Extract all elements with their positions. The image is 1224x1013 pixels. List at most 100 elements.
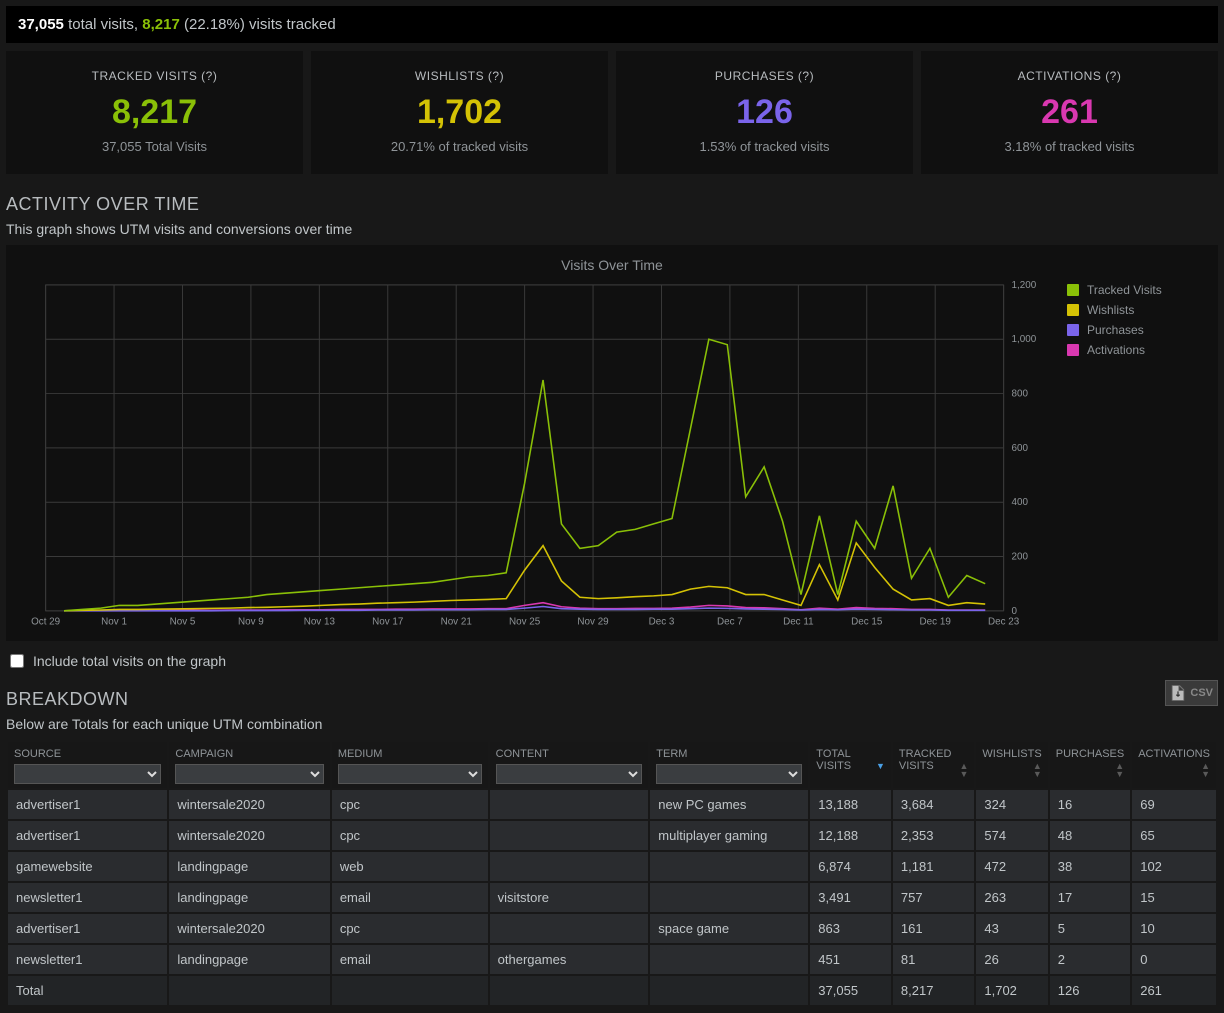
cell: 3,491 [810, 883, 891, 912]
table-row[interactable]: newsletter1landingpageemailvisitstore3,4… [8, 883, 1216, 912]
cell [490, 914, 649, 943]
table-header[interactable]: CAMPAIGN [169, 742, 329, 788]
cell: 15 [1132, 883, 1216, 912]
cell: 16 [1050, 790, 1130, 819]
cell: 48 [1050, 821, 1130, 850]
column-filter[interactable] [14, 764, 161, 784]
cell: 38 [1050, 852, 1130, 881]
sort-icon: ▲▼ [1115, 762, 1124, 778]
cell: 6,874 [810, 852, 891, 881]
export-csv-button[interactable]: CSV [1165, 680, 1218, 706]
legend-item[interactable]: Activations [1067, 343, 1208, 357]
breakdown-sub: Below are Totals for each unique UTM com… [6, 716, 1218, 732]
svg-text:Nov 1: Nov 1 [101, 617, 127, 628]
table-header[interactable]: MEDIUM [332, 742, 488, 788]
table-row[interactable]: advertiser1wintersale2020cpcspace game86… [8, 914, 1216, 943]
cell: wintersale2020 [169, 790, 329, 819]
table-header[interactable]: TERM [650, 742, 808, 788]
legend-swatch [1067, 304, 1079, 316]
column-filter[interactable] [496, 764, 643, 784]
sort-icon: ▼ [876, 762, 885, 770]
cell: 1,702 [976, 976, 1047, 1005]
table-header[interactable]: PURCHASES▲▼ [1050, 742, 1130, 788]
column-filter[interactable] [175, 764, 323, 784]
cell: advertiser1 [8, 821, 167, 850]
table-row[interactable]: advertiser1wintersale2020cpcmultiplayer … [8, 821, 1216, 850]
cell: cpc [332, 914, 488, 943]
cell [490, 976, 649, 1005]
cell: 8,217 [893, 976, 974, 1005]
cell: landingpage [169, 883, 329, 912]
cell: cpc [332, 821, 488, 850]
cell: 0 [1132, 945, 1216, 974]
svg-text:Dec 15: Dec 15 [851, 617, 883, 628]
table-header[interactable]: TOTAL VISITS▼ [810, 742, 891, 788]
table-row[interactable]: newsletter1landingpageemailothergames451… [8, 945, 1216, 974]
cell [490, 852, 649, 881]
table-row[interactable]: advertiser1wintersale2020cpcnew PC games… [8, 790, 1216, 819]
total-visits-label: total visits, [68, 16, 138, 33]
cell: 43 [976, 914, 1047, 943]
cell [169, 976, 329, 1005]
legend-item[interactable]: Wishlists [1067, 303, 1208, 317]
metric-card: TRACKED VISITS (?)8,21737,055 Total Visi… [6, 51, 303, 174]
column-filter[interactable] [338, 764, 482, 784]
table-total-row: Total37,0558,2171,702126261 [8, 976, 1216, 1005]
cell: newsletter1 [8, 945, 167, 974]
cell: 1,181 [893, 852, 974, 881]
legend-item[interactable]: Purchases [1067, 323, 1208, 337]
visits-chart[interactable]: 02004006008001,0001,200Oct 29Nov 1Nov 5N… [16, 279, 1053, 635]
svg-text:1,200: 1,200 [1012, 280, 1037, 291]
card-label: ACTIVATIONS (?) [933, 69, 1206, 83]
cell: advertiser1 [8, 790, 167, 819]
legend-swatch [1067, 324, 1079, 336]
include-total-checkbox[interactable] [10, 654, 24, 668]
legend-label: Tracked Visits [1087, 283, 1162, 297]
cell: wintersale2020 [169, 821, 329, 850]
include-total-label: Include total visits on the graph [33, 653, 226, 669]
table-row[interactable]: gamewebsitelandingpageweb6,8741,18147238… [8, 852, 1216, 881]
table-header[interactable]: CONTENT [490, 742, 649, 788]
card-label: PURCHASES (?) [628, 69, 901, 83]
cell: 13,188 [810, 790, 891, 819]
card-sub: 37,055 Total Visits [18, 139, 291, 154]
chart-legend: Tracked Visits Wishlists Purchases Activati… [1053, 279, 1208, 635]
cell: 26 [976, 945, 1047, 974]
metric-card: PURCHASES (?)1261.53% of tracked visits [616, 51, 913, 174]
cell: 2 [1050, 945, 1130, 974]
download-icon [1168, 683, 1188, 703]
legend-label: Wishlists [1087, 303, 1134, 317]
legend-label: Purchases [1087, 323, 1144, 337]
svg-text:200: 200 [1012, 551, 1029, 562]
table-header[interactable]: SOURCE [8, 742, 167, 788]
svg-text:Nov 5: Nov 5 [170, 617, 196, 628]
card-sub: 3.18% of tracked visits [933, 139, 1206, 154]
cell: 69 [1132, 790, 1216, 819]
column-filter[interactable] [656, 764, 802, 784]
total-visits-value: 37,055 [18, 16, 64, 33]
table-header[interactable]: TRACKED VISITS▲▼ [893, 742, 974, 788]
cell [332, 976, 488, 1005]
cell: 102 [1132, 852, 1216, 881]
cell [650, 945, 808, 974]
table-header[interactable]: WISHLISTS▲▼ [976, 742, 1047, 788]
cell: 574 [976, 821, 1047, 850]
cell: 5 [1050, 914, 1130, 943]
legend-item[interactable]: Tracked Visits [1067, 283, 1208, 297]
activity-heading: ACTIVITY OVER TIME [6, 194, 1218, 215]
tracked-label: visits tracked [249, 16, 336, 33]
card-sub: 20.71% of tracked visits [323, 139, 596, 154]
svg-text:Dec 3: Dec 3 [649, 617, 675, 628]
cell: 10 [1132, 914, 1216, 943]
summary-bar: 37,055 total visits, 8,217 (22.18%) visi… [6, 6, 1218, 43]
svg-text:0: 0 [1012, 606, 1018, 617]
svg-text:Nov 13: Nov 13 [304, 617, 336, 628]
table-header[interactable]: ACTIVATIONS▲▼ [1132, 742, 1216, 788]
svg-text:Nov 25: Nov 25 [509, 617, 541, 628]
include-total-toggle[interactable]: Include total visits on the graph [6, 651, 1218, 671]
card-label: WISHLISTS (?) [323, 69, 596, 83]
cell: 472 [976, 852, 1047, 881]
svg-text:400: 400 [1012, 497, 1029, 508]
cell [490, 790, 649, 819]
cell: space game [650, 914, 808, 943]
